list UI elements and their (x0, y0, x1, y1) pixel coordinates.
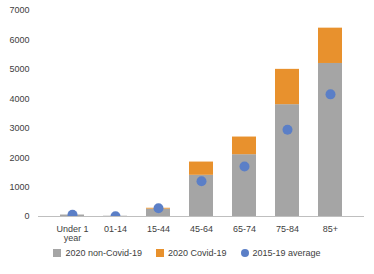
svg-text:45-64: 45-64 (190, 224, 213, 234)
svg-text:5000: 5000 (9, 64, 29, 74)
svg-text:75-84: 75-84 (276, 224, 299, 234)
html-text:2020 non-Covid-19: 2020 non-Covid-19 (65, 248, 142, 258)
svg-text:1000: 1000 (9, 182, 29, 192)
svg-text:3000: 3000 (9, 123, 29, 133)
svg-text:0: 0 (24, 211, 29, 221)
svg-text:6000: 6000 (9, 35, 29, 45)
svg-text:2000: 2000 (9, 153, 29, 163)
svg-text:01-14: 01-14 (104, 224, 127, 234)
svg-text:7000: 7000 (9, 5, 29, 15)
svg-text:65-74: 65-74 (233, 224, 256, 234)
html-text:2015-19 average: 2015-19 average (252, 248, 321, 258)
svg-text:Under 1year: Under 1year (56, 224, 88, 243)
svg-text:85+: 85+ (323, 224, 338, 234)
svg-text:4000: 4000 (9, 94, 29, 104)
svg-text:15-44: 15-44 (147, 224, 170, 234)
html-text:2020 Covid-19: 2020 Covid-19 (168, 248, 227, 258)
